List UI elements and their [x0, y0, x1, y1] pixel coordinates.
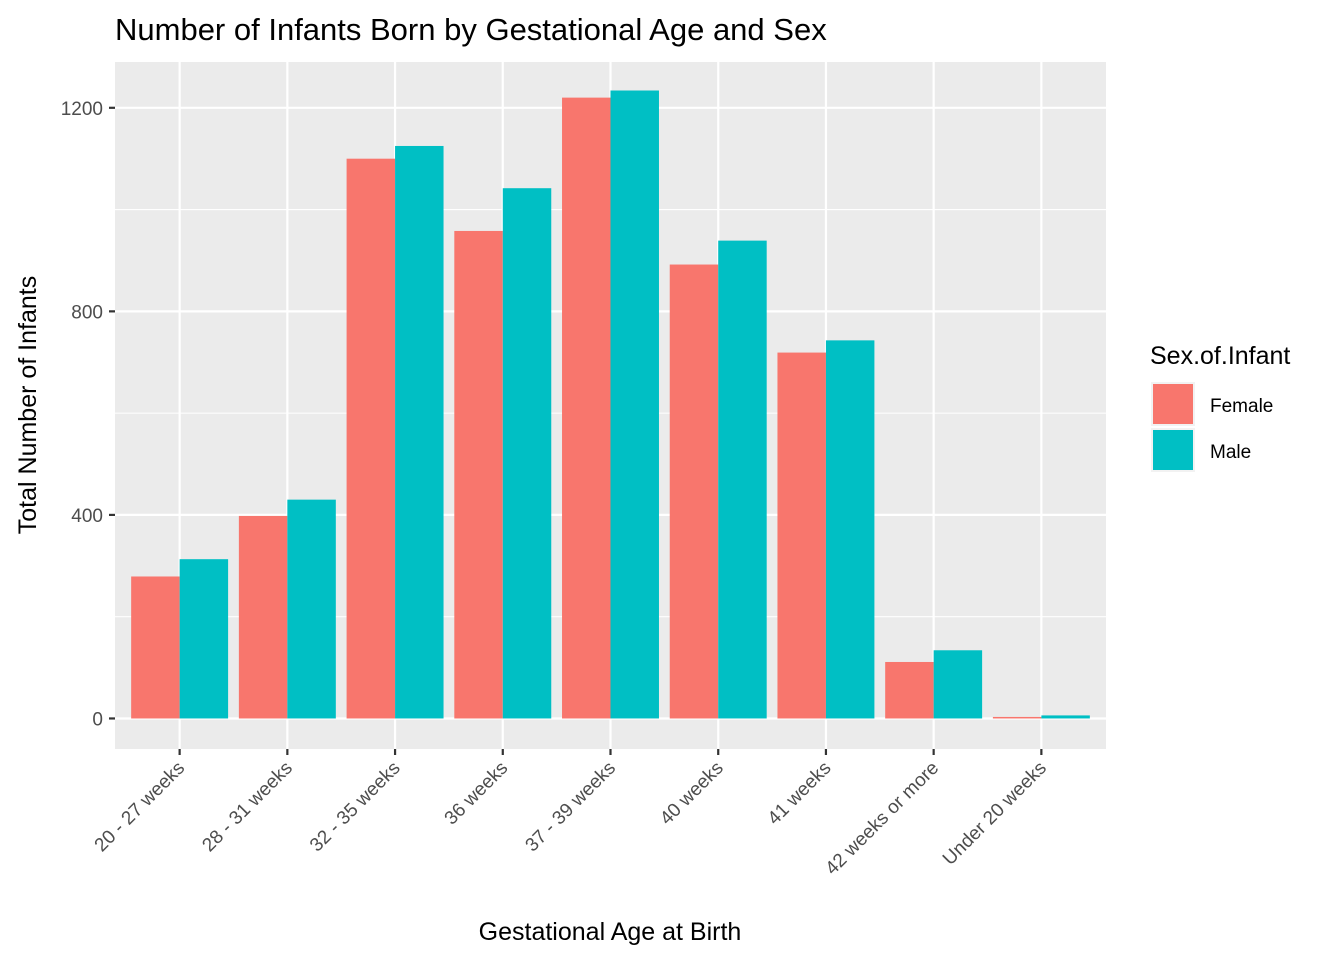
bar-male	[287, 499, 336, 719]
x-tick-label: Under 20 weeks	[939, 758, 1051, 870]
bar-male	[610, 90, 659, 719]
bar-female	[131, 576, 180, 719]
legend-title: Sex.of.Infant	[1150, 342, 1290, 370]
legend-swatch-male	[1153, 430, 1193, 470]
x-axis-title: Gestational Age at Birth	[479, 918, 742, 946]
x-tick-label: 20 - 27 weeks	[91, 758, 189, 856]
x-tick-label: 32 - 35 weeks	[306, 758, 404, 856]
x-tick-label: 40 weeks	[656, 758, 728, 830]
x-tick-label: 41 weeks	[764, 758, 836, 830]
bar-female	[992, 716, 1042, 719]
bars	[131, 90, 1090, 719]
bar-male	[179, 559, 229, 719]
bar-female	[777, 352, 826, 719]
bar-female	[669, 264, 719, 719]
y-tick-label: 0	[92, 709, 103, 730]
bar-male	[718, 240, 767, 719]
legend: Sex.of.Infant Female Male	[1150, 342, 1290, 472]
legend-label-male: Male	[1210, 442, 1251, 463]
x-tick-label: 37 - 39 weeks	[522, 758, 620, 856]
x-tick-label: 36 weeks	[441, 758, 513, 830]
bar-male	[395, 145, 444, 719]
chart-title: Number of Infants Born by Gestational Ag…	[115, 12, 827, 47]
x-tick-label: 28 - 31 weeks	[198, 758, 296, 856]
bar-female	[454, 230, 503, 719]
y-tick-label: 400	[71, 506, 103, 527]
bar-female	[346, 158, 396, 719]
x-tick-label: 42 weeks or more	[822, 758, 944, 880]
legend-swatch-female	[1153, 384, 1193, 424]
bar-female	[885, 661, 934, 719]
y-tick-label: 800	[71, 302, 103, 323]
x-axis: 20 - 27 weeks 28 - 31 weeks 32 - 35 weeks 3…	[91, 749, 1051, 879]
y-tick-label: 1200	[61, 99, 103, 120]
y-axis: 0 400 800 1200	[61, 99, 115, 730]
bar-male	[1041, 715, 1090, 719]
y-axis-title: Total Number of Infants	[14, 276, 42, 534]
bar-male	[825, 340, 875, 719]
bar-female	[562, 97, 611, 719]
legend-label-female: Female	[1210, 396, 1273, 417]
bar-female	[238, 515, 288, 719]
bar-male	[933, 650, 983, 719]
bar-male	[502, 188, 552, 719]
